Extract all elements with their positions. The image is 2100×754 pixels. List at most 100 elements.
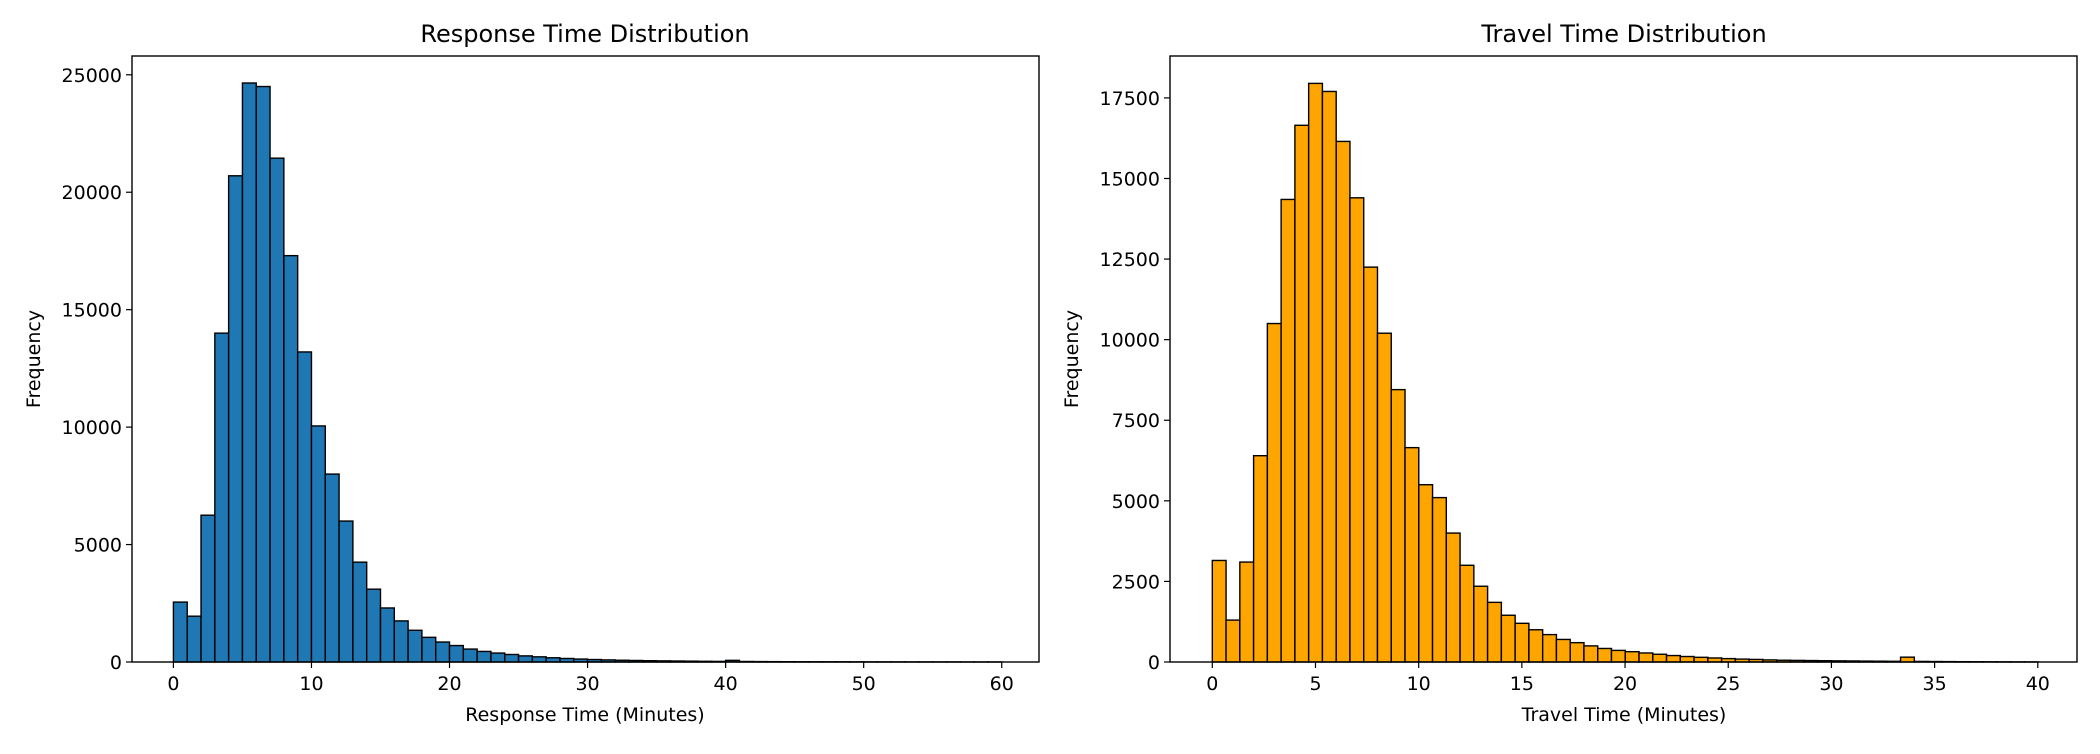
histogram-bar	[463, 649, 477, 662]
histogram-bar	[436, 642, 450, 662]
histogram-bar	[1680, 657, 1694, 662]
chart-title: Response Time Distribution	[420, 20, 749, 48]
histogram-bar	[1474, 586, 1488, 662]
x-tick-label: 40	[2026, 673, 2050, 695]
y-tick-label: 7500	[1112, 410, 1160, 432]
histogram-bar	[1267, 324, 1281, 662]
histogram-bar	[532, 657, 546, 662]
y-tick-label: 15000	[62, 300, 122, 322]
x-axis-label: Response Time (Minutes)	[465, 704, 704, 726]
histogram-bar	[229, 176, 243, 662]
histogram-bar	[505, 654, 519, 662]
histogram-bar	[1584, 646, 1598, 662]
histogram-bar	[325, 474, 339, 662]
x-tick-label: 50	[852, 673, 876, 695]
histogram-bar	[519, 656, 533, 662]
histogram-bar	[408, 630, 422, 662]
x-tick-label: 20	[437, 673, 461, 695]
bars-group	[1212, 83, 2038, 662]
histogram-bar	[1281, 199, 1295, 662]
histogram-bar	[1226, 620, 1240, 662]
histogram-bar	[270, 158, 284, 662]
x-tick-label: 25	[1716, 673, 1740, 695]
y-tick-label: 15000	[1100, 168, 1160, 190]
histogram-bar	[1488, 602, 1502, 662]
y-tick-label: 0	[1148, 652, 1160, 674]
histogram-bar	[1212, 560, 1226, 662]
histogram-bar	[1694, 657, 1708, 662]
histogram-bar	[367, 589, 381, 662]
histogram-bar	[1419, 485, 1433, 662]
histogram-bar	[187, 616, 201, 662]
histogram-bar	[1446, 533, 1460, 662]
histogram-bar	[1391, 390, 1405, 662]
histogram-bar	[1240, 562, 1254, 662]
y-tick-label: 2500	[1112, 571, 1160, 593]
x-tick-label: 0	[1206, 673, 1218, 695]
histogram-bar	[256, 87, 270, 662]
x-tick-label: 10	[1407, 673, 1431, 695]
histogram-bar	[311, 426, 325, 662]
x-tick-label: 15	[1510, 673, 1534, 695]
y-tick-label: 25000	[62, 65, 122, 87]
histogram-bar	[1405, 448, 1419, 662]
y-axis-label: Frequency	[23, 310, 45, 408]
histogram-bar	[201, 515, 215, 662]
y-tick-label: 10000	[1100, 330, 1160, 352]
y-tick-label: 0	[110, 652, 122, 674]
histogram-bar	[450, 646, 464, 662]
x-tick-label: 30	[1819, 673, 1843, 695]
histogram-bar	[298, 352, 312, 662]
histogram-bar	[1653, 654, 1667, 662]
histogram-bar	[380, 608, 394, 662]
histogram-bar	[1322, 91, 1336, 662]
histogram-bar	[1364, 267, 1378, 662]
histogram-bar	[1433, 498, 1447, 662]
histogram-bar	[1529, 630, 1543, 662]
histogram-bar	[1625, 652, 1639, 662]
histogram-bar	[1570, 643, 1584, 662]
histogram-bar	[242, 83, 256, 662]
y-tick-label: 20000	[62, 182, 122, 204]
x-tick-label: 40	[714, 673, 738, 695]
histogram-bar	[1611, 650, 1625, 662]
x-tick-label: 30	[575, 673, 599, 695]
y-axis-label: Frequency	[1061, 310, 1083, 408]
histogram-bar	[477, 651, 491, 662]
histogram-bar	[284, 256, 298, 662]
histogram-bar	[1515, 623, 1529, 662]
histogram-bar	[491, 653, 505, 662]
histogram-bar	[1336, 141, 1350, 662]
y-tick-label: 17500	[1100, 88, 1160, 110]
x-tick-label: 10	[299, 673, 323, 695]
bars-group	[173, 83, 1001, 662]
x-axis-label: Travel Time (Minutes)	[1521, 704, 1727, 726]
y-axis-ticks: 0 2500 5000 7500 10000 12500 15000 17500	[1100, 88, 1170, 674]
histogram-bar	[353, 562, 367, 662]
x-tick-label: 20	[1613, 673, 1637, 695]
x-tick-label: 35	[1923, 673, 1947, 695]
histogram-bar	[1309, 83, 1323, 662]
histogram-bar	[1350, 198, 1364, 662]
histogram-bar	[422, 637, 436, 662]
y-axis-ticks: 0 5000 10000 15000 20000 25000	[62, 65, 132, 674]
histogram-bar	[1254, 456, 1268, 662]
x-tick-label: 60	[990, 673, 1014, 695]
chart-title: Travel Time Distribution	[1480, 20, 1766, 48]
y-tick-label: 12500	[1100, 249, 1160, 271]
histogram-bar	[1639, 653, 1653, 662]
histogram-bar	[1543, 635, 1557, 662]
x-tick-label: 5	[1309, 673, 1321, 695]
histogram-bar	[1556, 639, 1570, 662]
histogram-bar	[1667, 656, 1681, 662]
y-tick-label: 5000	[74, 535, 122, 557]
travel-time-panel: Travel Time Distribution 0 5 10 15 20 25 30 35 4…	[1061, 20, 2077, 726]
response-time-panel: Response Time Distribution 0 10 20 30 40 50 60…	[23, 20, 1039, 726]
histogram-bar	[1377, 333, 1391, 662]
histogram-bar	[1460, 565, 1474, 662]
histogram-bar	[173, 602, 187, 662]
y-tick-label: 10000	[62, 417, 122, 439]
y-tick-label: 5000	[1112, 491, 1160, 513]
